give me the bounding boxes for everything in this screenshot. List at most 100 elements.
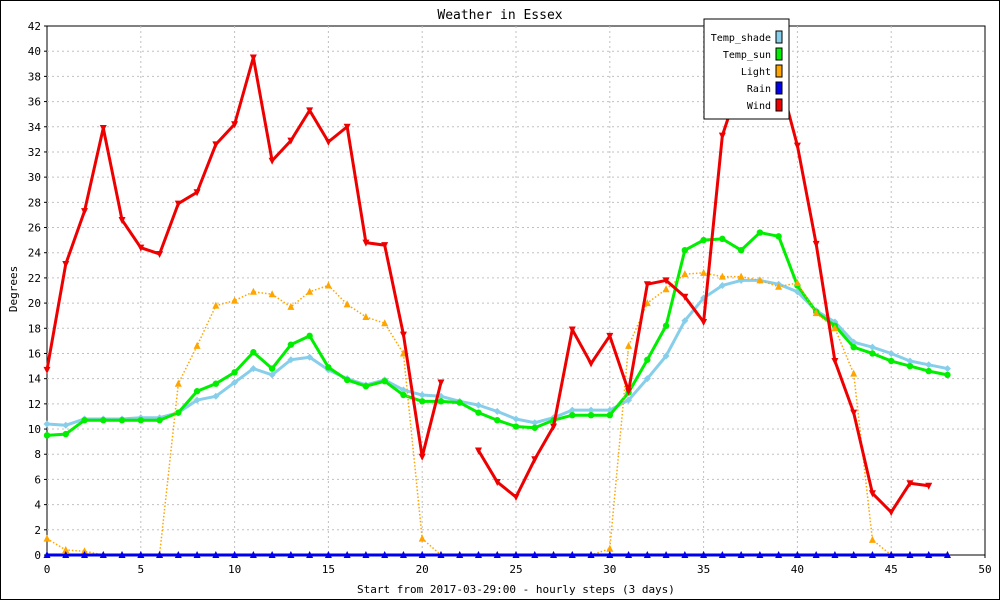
data-point-wind — [681, 293, 689, 301]
data-point-temp-shade — [925, 361, 933, 369]
data-point-rain — [531, 551, 539, 558]
data-point-rain — [381, 551, 389, 558]
data-point-temp-shade — [474, 401, 482, 409]
data-point-rain — [681, 551, 689, 558]
legend-swatch — [775, 30, 783, 44]
data-point-light — [212, 301, 220, 309]
data-point-rain — [118, 551, 126, 558]
data-point-temp-sun — [756, 229, 764, 236]
legend-label: Light — [741, 67, 771, 78]
data-point-temp-sun — [362, 383, 370, 390]
data-point-temp-shade — [418, 391, 426, 399]
data-point-wind — [118, 216, 126, 224]
data-point-temp-sun — [925, 367, 932, 375]
data-point-wind — [418, 453, 426, 461]
data-point-temp-sun — [719, 235, 726, 243]
plot-area — [46, 25, 986, 556]
data-point-temp-sun — [737, 246, 745, 254]
data-point-light — [775, 282, 783, 290]
y-tick-label: 36 — [28, 96, 41, 109]
data-point-light — [812, 309, 820, 317]
data-point-temp-shade — [568, 406, 576, 414]
data-point-temp-shade — [287, 356, 295, 364]
x-tick-label: 20 — [416, 563, 429, 576]
data-point-light — [81, 547, 89, 555]
x-tick-label: 5 — [137, 563, 144, 576]
data-point-temp-shade — [643, 375, 651, 383]
data-point-rain — [718, 551, 726, 558]
axes-layer: 0246810121416182022242628303234363840420… — [28, 20, 992, 576]
data-point-temp-shade — [531, 419, 539, 427]
data-point-rain — [418, 551, 426, 558]
data-point-rain — [925, 551, 933, 558]
data-point-wind — [437, 379, 445, 387]
data-point-temp-sun — [512, 423, 520, 430]
data-point-temp-shade — [231, 378, 239, 386]
data-point-rain — [343, 551, 351, 558]
data-point-temp-shade — [868, 343, 876, 351]
x-tick-label: 45 — [885, 563, 898, 576]
data-point-light — [756, 276, 764, 284]
data-point-temp-sun — [944, 371, 951, 379]
data-point-temp-sun — [100, 417, 107, 424]
data-point-wind — [925, 482, 933, 490]
data-point-temp-sun — [869, 350, 876, 357]
x-tick-label: 30 — [603, 563, 616, 576]
data-point-rain — [493, 551, 501, 558]
data-point-wind — [831, 358, 839, 366]
y-tick-label: 6 — [34, 473, 41, 486]
data-point-temp-sun — [306, 332, 313, 340]
data-point-rain — [43, 551, 51, 558]
legend-label: Temp_shade — [711, 33, 771, 44]
data-point-wind — [362, 239, 370, 247]
data-point-temp-shade — [662, 352, 670, 360]
x-tick-label: 25 — [509, 563, 522, 576]
data-point-light — [868, 535, 876, 543]
data-point-wind — [812, 240, 820, 248]
data-point-light — [643, 299, 651, 307]
data-point-temp-shade — [625, 396, 633, 404]
data-point-wind — [62, 261, 70, 269]
data-point-rain — [174, 551, 182, 558]
y-tick-label: 16 — [28, 347, 41, 360]
data-point-temp-shade — [212, 392, 220, 400]
data-point-wind — [568, 326, 576, 334]
x-tick-label: 15 — [322, 563, 335, 576]
data-point-light — [193, 341, 201, 349]
data-point-temp-shade — [62, 421, 70, 429]
data-point-temp-shade — [943, 365, 951, 373]
data-point-rain — [249, 551, 257, 558]
data-point-rain — [850, 551, 858, 558]
data-point-temp-sun — [569, 411, 576, 419]
data-point-wind — [868, 490, 876, 498]
data-point-wind — [231, 121, 239, 129]
data-point-rain — [812, 551, 820, 558]
data-point-wind — [493, 478, 501, 486]
data-point-wind — [399, 331, 407, 339]
data-point-temp-shade — [43, 420, 51, 428]
data-point-temp-sun — [81, 417, 88, 424]
y-tick-label: 30 — [28, 171, 41, 184]
y-tick-label: 32 — [28, 146, 41, 159]
x-tick-label: 0 — [44, 563, 51, 576]
data-point-light — [625, 341, 633, 349]
data-point-wind — [174, 200, 182, 208]
data-point-wind — [474, 447, 482, 455]
data-point-rain — [81, 551, 89, 558]
y-axis-label: Degrees — [7, 266, 20, 312]
data-point-wind — [137, 244, 145, 252]
x-axis-label: Start from 2017-03-29:00 - hourly steps … — [357, 583, 675, 596]
data-point-temp-sun — [700, 236, 707, 244]
data-point-temp-sun — [400, 391, 407, 399]
y-tick-label: 24 — [28, 247, 42, 260]
data-point-temp-sun — [456, 399, 463, 406]
data-point-rain — [306, 551, 314, 558]
data-point-temp-shade — [306, 353, 314, 361]
legend-swatch — [775, 81, 783, 95]
data-point-temp-sun — [268, 365, 276, 372]
series-line-wind — [45, 55, 443, 459]
data-point-light — [737, 272, 745, 280]
data-point-rain — [512, 551, 520, 558]
data-point-temp-shade — [718, 281, 726, 289]
